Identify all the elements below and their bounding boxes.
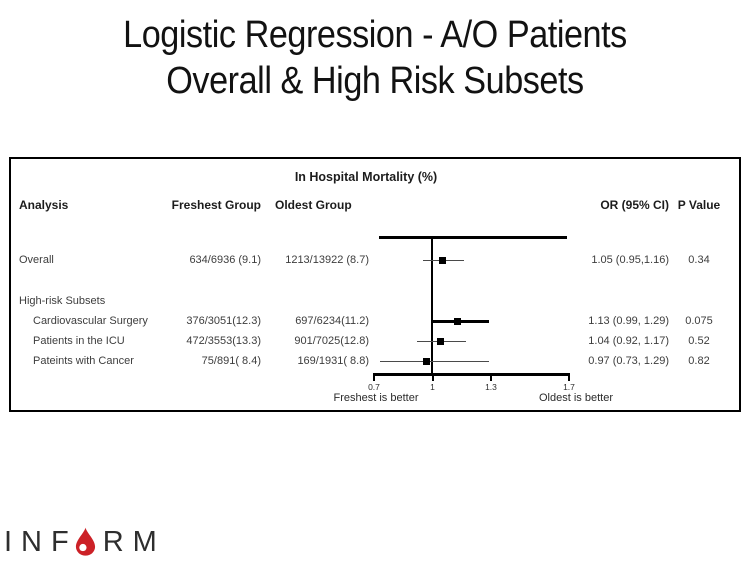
row-overall-label: Overall: [19, 254, 54, 266]
x-axis-tick: [568, 373, 570, 381]
row-cancer-label: Pateints with Cancer: [33, 355, 134, 367]
row-icu-or: 1.04 (0.92, 1.17): [588, 335, 669, 347]
section-high-risk-subsets: High-risk Subsets: [19, 295, 106, 307]
x-axis-tick-label: 1: [430, 382, 435, 392]
row-cancer-or: 0.97 (0.73, 1.29): [588, 355, 669, 367]
slide-title-line1: Logistic Regression - A/O Patients: [123, 14, 627, 56]
row-overall-freshest: 634/6936 (9.1): [189, 254, 261, 266]
row-icu-label: Patients in the ICU: [33, 335, 125, 347]
odds-ratio-point: [436, 337, 444, 345]
label-oldest-better: Oldest is better: [539, 392, 613, 404]
row-cv-surgery-oldest: 697/6234(11.2): [295, 315, 369, 327]
row-cv-surgery-pvalue: 0.075: [685, 315, 713, 327]
inform-logo: INF RM: [4, 525, 166, 559]
confidence-interval-line: [379, 360, 490, 362]
row-cancer-oldest: 169/1931( 8.8): [297, 355, 369, 367]
row-cv-surgery-or: 1.13 (0.99, 1.29): [588, 315, 669, 327]
column-header-freshest: Freshest Group: [171, 198, 261, 212]
logo-letters-rm: RM: [102, 526, 166, 558]
x-axis-tick: [490, 373, 492, 381]
row-icu-freshest: 472/3553(13.3): [186, 335, 261, 347]
slide-title-line2: Overall & High Risk Subsets: [166, 60, 584, 102]
odds-ratio-point: [438, 256, 446, 264]
group-header-mortality: In Hospital Mortality (%): [294, 170, 438, 184]
row-cancer-pvalue: 0.82: [688, 355, 710, 367]
slide-title: Logistic Regression - A/O Patients Overa…: [38, 12, 713, 104]
row-cv-surgery-freshest: 376/3051(12.3): [186, 315, 261, 327]
x-axis-tick: [431, 373, 434, 381]
column-header-analysis: Analysis: [19, 198, 69, 212]
x-axis-tick-label: 1.7: [563, 382, 575, 392]
odds-ratio-point: [423, 357, 431, 365]
row-overall-oldest: 1213/13922 (8.7): [285, 254, 369, 266]
x-axis-tick: [373, 373, 375, 381]
plot-x-axis: [373, 373, 570, 376]
column-header-or: OR (95% CI): [600, 198, 669, 212]
blood-drop-icon: [75, 527, 95, 556]
plot-top-rule: [379, 236, 567, 239]
x-axis-tick-label: 0.7: [368, 382, 380, 392]
row-icu-oldest: 901/7025(12.8): [294, 335, 369, 347]
row-overall-or: 1.05 (0.95,1.16): [591, 254, 669, 266]
column-header-pvalue: P Value: [677, 198, 721, 212]
row-icu-pvalue: 0.52: [688, 335, 710, 347]
column-header-oldest: Oldest Group: [275, 198, 352, 212]
row-cancer-freshest: 75/891( 8.4): [201, 355, 261, 367]
x-axis-tick-label: 1.3: [485, 382, 497, 392]
row-cv-surgery-label: Cardiovascular Surgery: [33, 315, 148, 327]
forest-plot-panel: In Hospital Mortality (%) Analysis Fresh…: [9, 157, 741, 412]
plot-reference-line: [431, 237, 433, 375]
row-overall-pvalue: 0.34: [688, 254, 710, 266]
label-freshest-better: Freshest is better: [333, 392, 419, 404]
odds-ratio-point: [454, 317, 462, 325]
logo-letters-inf: INF: [4, 526, 78, 558]
